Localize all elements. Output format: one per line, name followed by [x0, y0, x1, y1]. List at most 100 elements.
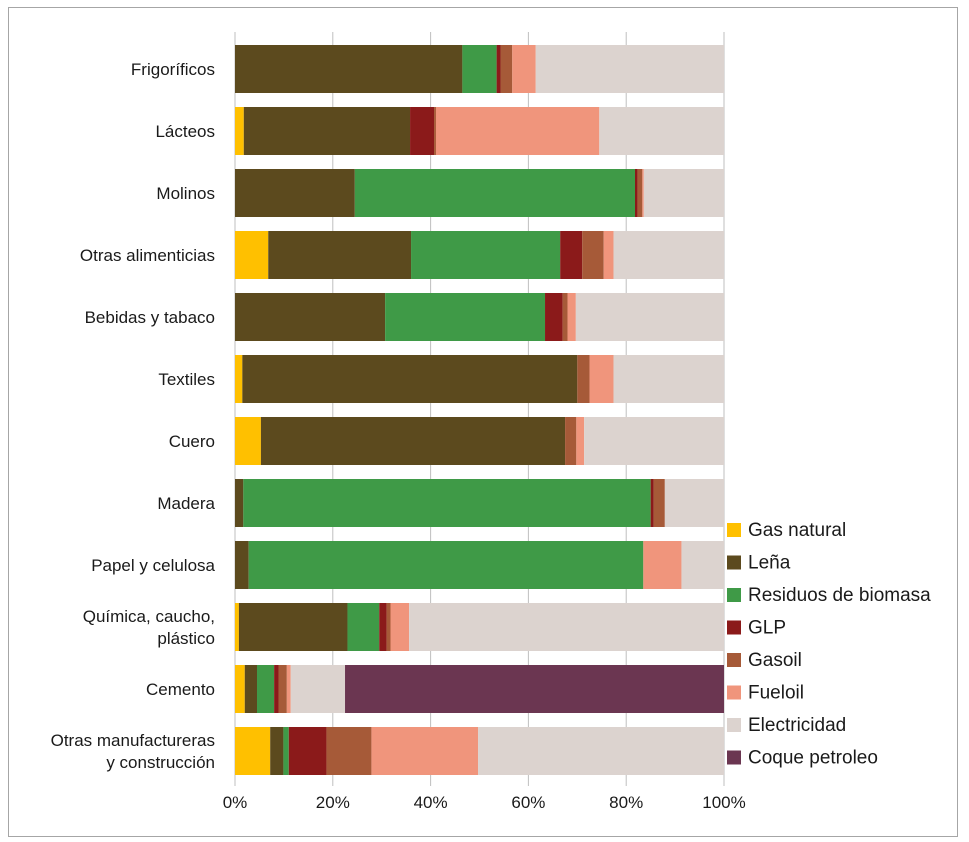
bar-segment: [278, 665, 287, 713]
bar-segment: [274, 665, 279, 713]
bar-segment: [410, 107, 435, 155]
bar-segment: [235, 293, 386, 341]
bar-segment: [235, 603, 239, 651]
bar-segment: [354, 169, 636, 217]
bar-segment: [386, 603, 391, 651]
bar-segment: [545, 293, 563, 341]
x-tick-label: 100%: [702, 793, 745, 812]
legend-swatch: [727, 750, 741, 765]
category-label: Madera: [157, 494, 215, 513]
legend-swatch: [727, 555, 741, 570]
bar-segment: [589, 355, 614, 403]
gridlines: [234, 32, 725, 786]
bar-segment: [243, 479, 651, 527]
bar-segment: [257, 665, 275, 713]
bar-segment: [235, 231, 269, 279]
bar-segment: [664, 479, 724, 527]
category-label: Química, caucho, plástico: [83, 607, 215, 648]
bar-segment: [371, 727, 479, 775]
legend-label: Residuos de biomasa: [748, 585, 931, 606]
bar-segment: [235, 541, 249, 589]
bar-segment: [270, 727, 284, 775]
category-axis: Frigoríficos Lácteos Molinos Otras alimenti…: [51, 60, 216, 772]
bar-segment: [244, 665, 258, 713]
legend-label: Electricidad: [748, 715, 846, 736]
bar-segment: [235, 107, 244, 155]
category-label: Molinos: [156, 184, 215, 203]
bar-segment: [603, 231, 614, 279]
bar-segment: [235, 479, 244, 527]
legend-label: Leña: [748, 553, 791, 574]
bar-segment: [288, 727, 327, 775]
bar-segment: [575, 293, 724, 341]
bar-segment: [562, 293, 568, 341]
category-label: Textiles: [158, 370, 215, 389]
bar-segment: [235, 45, 463, 93]
bar-segment: [535, 45, 724, 93]
x-tick-label: 20%: [316, 793, 350, 812]
bar-segment: [650, 479, 654, 527]
legend: Gas natural Leña Residuos de biomasa GLP Gas…: [727, 520, 931, 769]
category-label: Otras alimenticias: [80, 246, 215, 265]
legend-swatch: [727, 620, 741, 635]
bar-segment: [235, 665, 245, 713]
category-label: Papel y celulosa: [91, 556, 215, 575]
bar-segment: [283, 727, 289, 775]
bar-segment: [643, 169, 724, 217]
x-tick-label: 0%: [223, 793, 248, 812]
legend-swatch: [727, 685, 741, 700]
bar-segment: [496, 45, 501, 93]
bar-segment: [642, 169, 644, 217]
bar-segment: [409, 603, 724, 651]
legend-label: GLP: [748, 618, 786, 639]
bar-segment: [238, 603, 348, 651]
category-label: Bebidas y tabaco: [85, 308, 215, 327]
bar-segment: [637, 169, 643, 217]
bar-segment: [576, 417, 585, 465]
x-tick-label: 40%: [414, 793, 448, 812]
x-tick-label: 80%: [609, 793, 643, 812]
bar-segment: [567, 293, 576, 341]
bar-segment: [435, 107, 600, 155]
bar-segment: [248, 541, 644, 589]
bar-segment: [613, 231, 724, 279]
bar-segment: [268, 231, 412, 279]
bar-segment: [242, 355, 578, 403]
bar-segment: [390, 603, 410, 651]
bars: [235, 45, 724, 775]
category-label: Cuero: [169, 432, 215, 451]
category-label: Lácteos: [155, 122, 215, 141]
bar-segment: [347, 603, 380, 651]
bar-segment: [478, 727, 724, 775]
bar-segment: [243, 107, 411, 155]
legend-label: Coque petroleo: [748, 748, 878, 769]
value-axis: 0% 20% 40% 60% 80% 100%: [223, 793, 746, 812]
bar-segment: [613, 355, 724, 403]
legend-label: Fueloil: [748, 683, 804, 704]
bar-segment: [235, 417, 261, 465]
bar-segment: [462, 45, 497, 93]
x-tick-label: 60%: [511, 793, 545, 812]
bar-segment: [635, 169, 638, 217]
bar-segment: [565, 417, 577, 465]
bar-segment: [286, 665, 291, 713]
bar-segment: [235, 727, 271, 775]
legend-swatch: [727, 653, 741, 667]
bar-segment: [560, 231, 583, 279]
bar-segment: [260, 417, 566, 465]
bar-segment: [434, 107, 436, 155]
category-label: Otras manufactureras y construcción: [51, 731, 215, 772]
category-label: Frigoríficos: [131, 60, 215, 79]
bar-segment: [653, 479, 665, 527]
category-label: Cemento: [146, 680, 215, 699]
stacked-bar-chart: 0% 20% 40% 60% 80% 100% Frigoríficos Lácteos Mo…: [51, 32, 931, 812]
legend-swatch: [727, 718, 741, 732]
bar-segment: [235, 355, 243, 403]
bar-segment: [290, 665, 346, 713]
bar-segment: [584, 417, 724, 465]
bar-segment: [411, 231, 561, 279]
bar-segment: [599, 107, 724, 155]
legend-swatch: [727, 523, 741, 537]
bar-segment: [577, 355, 590, 403]
bar-segment: [385, 293, 546, 341]
